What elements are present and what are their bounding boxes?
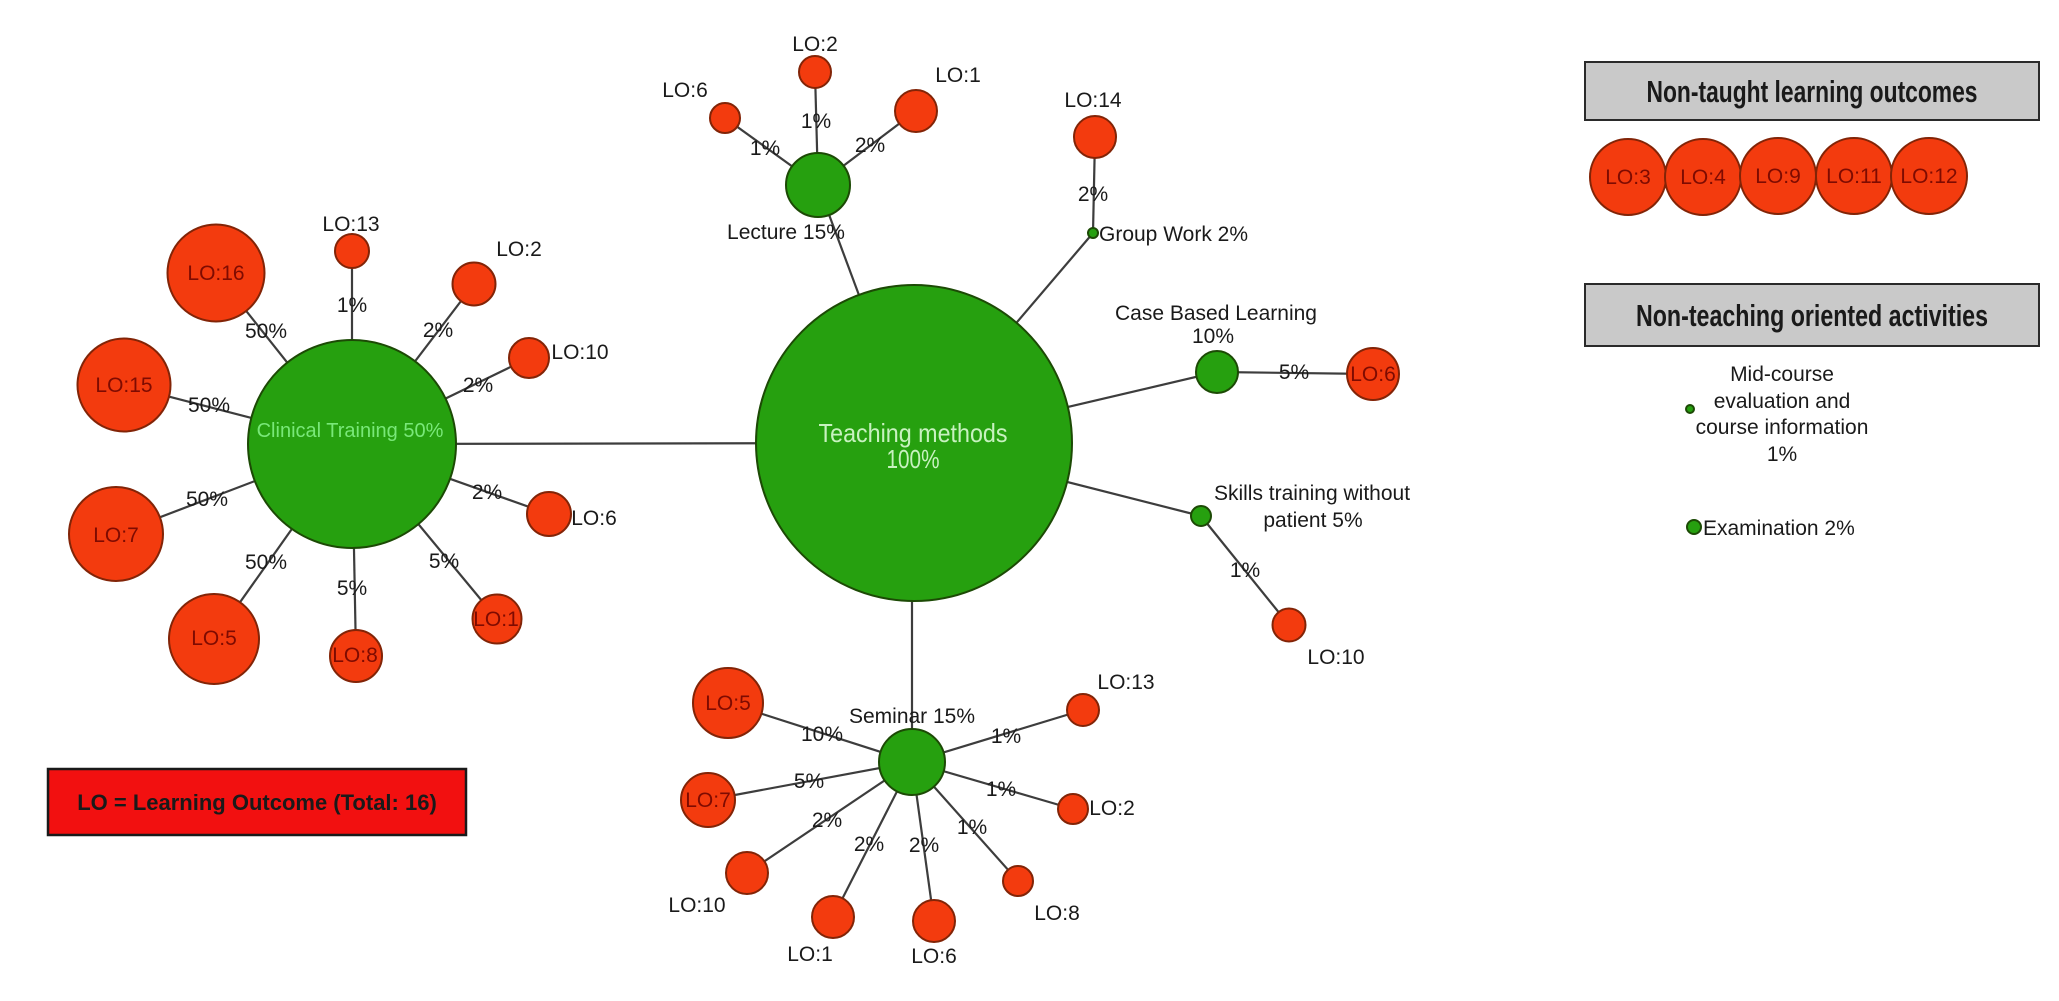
svg-text:1%: 1% [1230, 559, 1260, 582]
svg-text:1%: 1% [337, 294, 367, 317]
svg-text:LO:7: LO:7 [685, 789, 731, 812]
svg-text:LO:11: LO:11 [1826, 165, 1882, 188]
svg-text:course information: course information [1696, 416, 1869, 439]
svg-text:LO:9: LO:9 [1755, 165, 1801, 188]
svg-text:LO:1: LO:1 [787, 943, 833, 966]
svg-text:LO:7: LO:7 [93, 524, 139, 547]
svg-text:10%: 10% [1192, 325, 1234, 348]
svg-text:LO:2: LO:2 [792, 33, 838, 56]
svg-text:Mid-course: Mid-course [1730, 363, 1834, 386]
svg-text:LO:10: LO:10 [551, 341, 608, 364]
svg-text:Seminar 15%: Seminar 15% [849, 705, 975, 728]
svg-text:LO:13: LO:13 [322, 213, 379, 236]
svg-text:50%: 50% [245, 551, 287, 574]
svg-text:2%: 2% [909, 834, 939, 857]
svg-text:LO:2: LO:2 [496, 238, 542, 261]
svg-text:5%: 5% [337, 577, 367, 600]
svg-text:10%: 10% [801, 723, 843, 746]
svg-text:LO:2: LO:2 [1089, 797, 1135, 820]
svg-text:2%: 2% [423, 319, 453, 342]
svg-text:Non-teaching oriented activiti: Non-teaching oriented activities [1636, 298, 1988, 333]
svg-text:100%: 100% [887, 444, 940, 474]
svg-text:1%: 1% [750, 137, 780, 160]
svg-text:patient 5%: patient 5% [1263, 509, 1362, 532]
svg-text:2%: 2% [472, 481, 502, 504]
svg-text:LO = Learning Outcome (Total:: LO = Learning Outcome (Total: 16) [77, 790, 437, 815]
svg-text:LO:13: LO:13 [1097, 671, 1154, 694]
svg-text:Clinical Training 50%: Clinical Training 50% [257, 420, 444, 442]
svg-text:1%: 1% [957, 816, 987, 839]
svg-text:Group Work 2%: Group Work 2% [1099, 223, 1248, 246]
svg-text:2%: 2% [854, 833, 884, 856]
svg-text:LO:8: LO:8 [1034, 902, 1080, 925]
svg-text:Teaching methods: Teaching methods [819, 418, 1008, 448]
svg-text:LO:6: LO:6 [662, 79, 708, 102]
svg-text:LO:5: LO:5 [705, 692, 751, 715]
svg-text:2%: 2% [463, 374, 493, 397]
svg-text:1%: 1% [1767, 443, 1797, 466]
svg-text:1%: 1% [801, 110, 831, 133]
svg-text:1%: 1% [991, 725, 1021, 748]
svg-text:5%: 5% [429, 550, 459, 573]
svg-text:LO:10: LO:10 [1307, 646, 1364, 669]
svg-text:50%: 50% [186, 488, 228, 511]
svg-text:LO:14: LO:14 [1064, 89, 1122, 112]
svg-text:LO:16: LO:16 [187, 262, 244, 285]
svg-text:LO:3: LO:3 [1605, 166, 1651, 189]
svg-text:LO:15: LO:15 [95, 374, 152, 397]
svg-text:2%: 2% [855, 134, 885, 157]
svg-text:Skills training without: Skills training without [1214, 482, 1410, 505]
svg-text:LO:1: LO:1 [935, 64, 981, 87]
svg-text:Non-taught learning outcomes: Non-taught learning outcomes [1647, 74, 1978, 109]
svg-text:50%: 50% [245, 320, 287, 343]
svg-text:LO:5: LO:5 [191, 627, 237, 650]
svg-text:evaluation and: evaluation and [1714, 390, 1851, 413]
svg-text:LO:1: LO:1 [473, 608, 519, 631]
svg-text:2%: 2% [1078, 183, 1108, 206]
svg-text:LO:10: LO:10 [668, 894, 725, 917]
svg-text:LO:6: LO:6 [911, 945, 957, 968]
svg-text:LO:4: LO:4 [1680, 166, 1726, 189]
svg-text:5%: 5% [794, 770, 824, 793]
svg-text:LO:6: LO:6 [1350, 363, 1396, 386]
svg-text:50%: 50% [188, 394, 230, 417]
svg-text:5%: 5% [1279, 361, 1309, 384]
svg-text:2%: 2% [812, 809, 842, 832]
svg-text:LO:8: LO:8 [332, 644, 378, 667]
svg-text:1%: 1% [986, 778, 1016, 801]
svg-text:Examination 2%: Examination 2% [1703, 517, 1855, 540]
svg-text:LO:12: LO:12 [1900, 165, 1957, 188]
svg-text:Lecture 15%: Lecture 15% [727, 221, 845, 244]
svg-text:Case Based Learning: Case Based Learning [1115, 302, 1317, 325]
svg-text:LO:6: LO:6 [571, 507, 617, 530]
